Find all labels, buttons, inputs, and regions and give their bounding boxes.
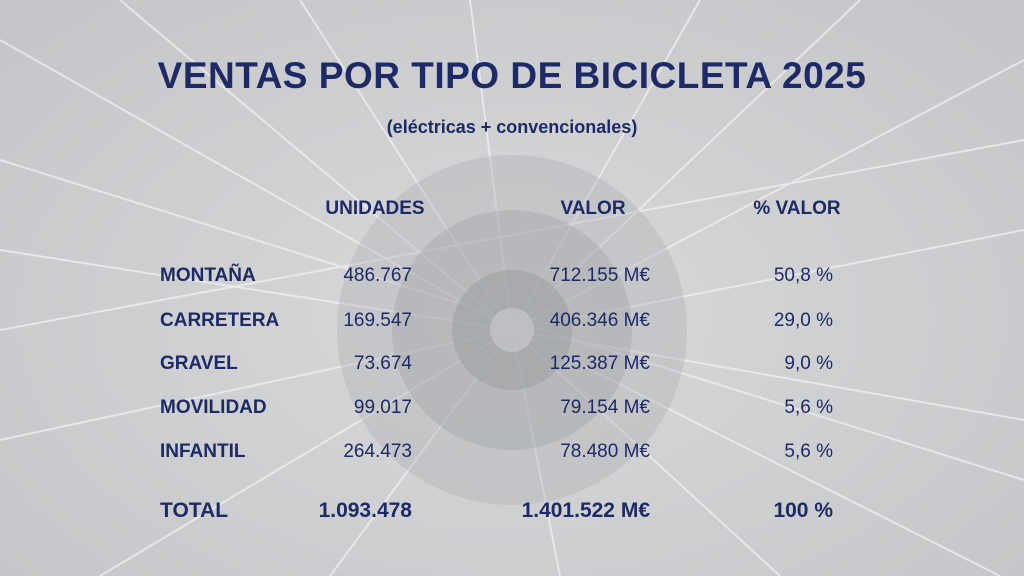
cell: 78.480 M€ [560, 441, 650, 462]
cell: 99.017 [353, 397, 412, 418]
cell: 712.155 M€ [549, 265, 650, 286]
column-header: UNIDADES [325, 198, 425, 219]
row-label: INFANTIL [160, 441, 246, 462]
cell: 5,6 % [784, 441, 833, 462]
row-label: GRAVEL [160, 353, 238, 374]
total-cell: 100 % [773, 499, 833, 522]
cell: 406.346 M€ [549, 310, 650, 331]
cell: 73.674 [353, 353, 412, 374]
cell: 125.387 M€ [549, 353, 650, 374]
total-cell: 1.093.478 [318, 499, 412, 522]
cell: 264.473 [343, 441, 412, 462]
row-label: CARRETERA [160, 310, 280, 331]
total-label: TOTAL [160, 499, 229, 522]
total-cell: 1.401.522 M€ [521, 499, 650, 522]
cell: 29,0 % [773, 310, 833, 331]
cell: 486.767 [343, 265, 412, 286]
column-header: % VALOR [753, 198, 841, 219]
column-header: VALOR [560, 198, 626, 219]
cell: 50,8 % [773, 265, 833, 286]
row-label: MONTAÑA [160, 265, 256, 286]
title: VENTAS POR TIPO DE BICICLETA 2025 [157, 55, 867, 96]
cell: 169.547 [343, 310, 412, 331]
subtitle: (eléctricas + convencionales) [386, 117, 638, 137]
row-label: MOVILIDAD [160, 397, 267, 418]
cell: 79.154 M€ [560, 397, 650, 418]
cell: 9,0 % [784, 353, 833, 374]
cell: 5,6 % [784, 397, 833, 418]
